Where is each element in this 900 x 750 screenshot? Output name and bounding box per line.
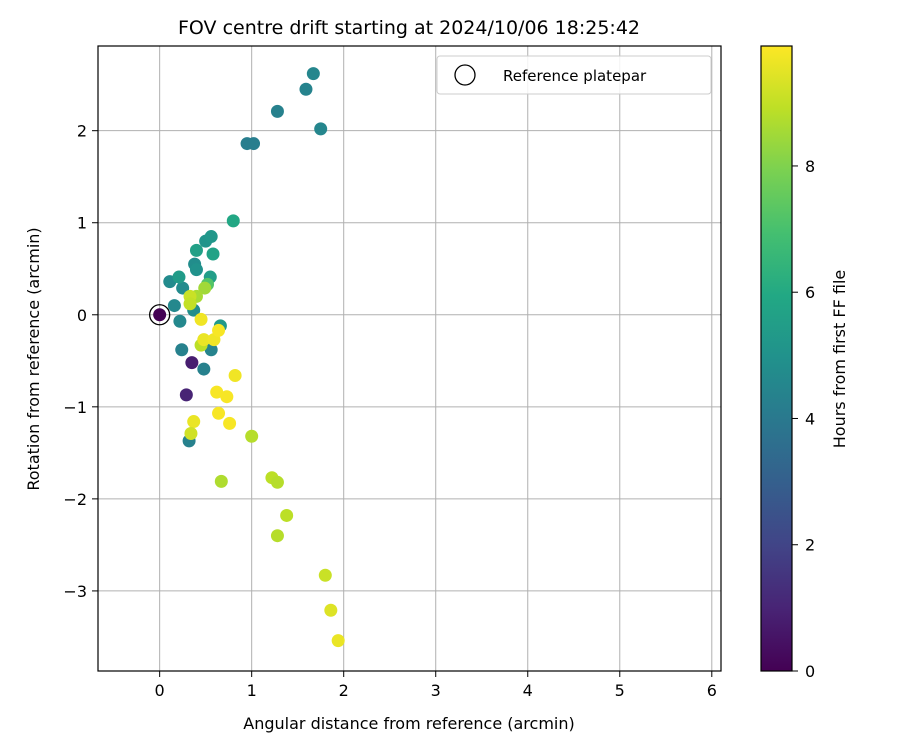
data-point [314, 122, 328, 136]
data-point [204, 230, 218, 244]
data-point [306, 67, 320, 81]
y-tick-label: 1 [77, 214, 87, 233]
data-point [167, 299, 181, 313]
data-point [324, 603, 338, 617]
reference-marker [149, 304, 171, 326]
data-point [198, 281, 212, 295]
x-tick-label: 2 [339, 681, 349, 700]
legend-marker-icon [454, 64, 476, 86]
data-point [247, 137, 261, 151]
data-point [153, 308, 167, 322]
x-tick-label: 6 [707, 681, 717, 700]
data-point [245, 429, 259, 443]
data-point [331, 634, 345, 648]
data-points [153, 67, 345, 648]
data-point [189, 243, 203, 257]
y-tick-label: 0 [77, 306, 87, 325]
data-point [212, 323, 226, 337]
data-point [173, 314, 187, 328]
y-tick-label: 2 [77, 122, 87, 141]
data-point [197, 362, 211, 376]
x-tick-label: 0 [155, 681, 165, 700]
data-point [185, 356, 199, 370]
reference-platepar-marker [149, 304, 171, 326]
data-point [184, 427, 198, 441]
data-point [228, 369, 242, 383]
data-point [194, 312, 208, 326]
data-point [187, 415, 201, 429]
plot-frame [97, 45, 722, 672]
data-point [270, 104, 284, 118]
data-point [220, 390, 234, 404]
legend-entry-reference: Reference platepar [503, 67, 647, 85]
data-point [189, 263, 203, 277]
legend: Reference platepar [436, 55, 712, 95]
colorbar-tick-label: 0 [805, 662, 815, 681]
data-point [183, 297, 197, 311]
y-axis-label: Rotation from reference (arcmin) [24, 227, 43, 490]
data-point [318, 568, 332, 582]
x-tick-label: 3 [431, 681, 441, 700]
data-point [270, 475, 284, 489]
data-point [175, 343, 189, 357]
data-point [270, 529, 284, 543]
colorbar-tick-label: 6 [805, 283, 815, 302]
y-tick-label: −3 [63, 582, 87, 601]
colorbar-label: Hours from first FF file [830, 270, 849, 449]
colorbar-tick-label: 8 [805, 157, 815, 176]
data-point [226, 214, 240, 228]
data-point [179, 388, 193, 402]
data-point [204, 343, 218, 357]
data-point [176, 281, 190, 295]
data-point [197, 333, 211, 347]
y-axis-ticks: −3 −2 −1 0 1 2 [63, 122, 98, 601]
data-point [212, 406, 226, 420]
data-point [280, 508, 294, 522]
x-axis-ticks: 0 1 2 3 4 5 6 [155, 671, 717, 700]
data-point [214, 474, 228, 488]
chart-title: FOV centre drift starting at 2024/10/06 … [178, 17, 640, 39]
data-point [172, 270, 186, 284]
x-tick-label: 5 [615, 681, 625, 700]
x-axis-label: Angular distance from reference (arcmin) [243, 714, 574, 733]
data-point [210, 385, 224, 399]
data-point [223, 416, 237, 430]
x-tick-label: 4 [523, 681, 533, 700]
y-tick-label: −2 [63, 490, 87, 509]
colorbar-tick-label: 2 [805, 536, 815, 555]
colorbar-gradient [760, 45, 793, 672]
x-tick-label: 1 [247, 681, 257, 700]
y-tick-label: −1 [63, 398, 87, 417]
legend-box [436, 55, 712, 95]
colorbar-ticks: 0 2 4 6 8 [792, 157, 815, 681]
data-point [206, 247, 220, 261]
data-point [299, 82, 313, 96]
colorbar: 0 2 4 6 8 Hours from first FF file [760, 45, 849, 681]
colorbar-tick-label: 4 [805, 409, 815, 428]
